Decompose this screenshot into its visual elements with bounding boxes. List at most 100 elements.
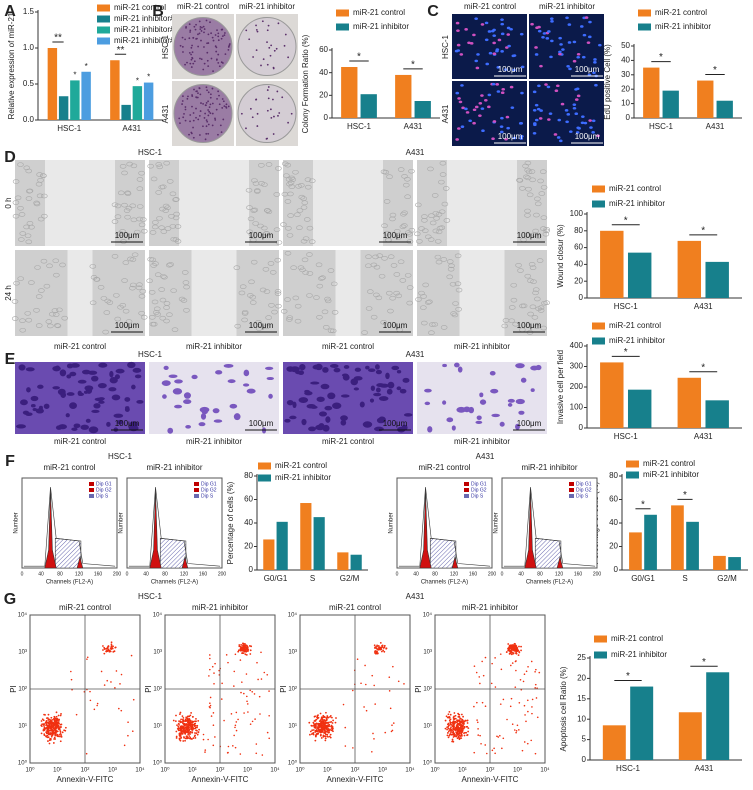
nucleus	[487, 30, 492, 33]
column-label: miR-21 control	[464, 2, 516, 11]
legend-swatch	[336, 23, 349, 31]
legend-label: miR-21 control	[655, 8, 707, 17]
event-dot	[318, 720, 321, 723]
event-dot	[453, 715, 455, 718]
event-dot	[192, 727, 195, 730]
event-dot	[176, 724, 178, 727]
scatter-x-tick: 10⁰	[430, 767, 440, 774]
scatter-x-tick: 10³	[243, 768, 252, 774]
nucleus	[480, 94, 484, 97]
event-dot	[182, 716, 185, 719]
invaded-cell	[35, 408, 44, 414]
cell	[269, 270, 277, 275]
cell	[268, 302, 275, 308]
colony	[191, 57, 194, 60]
scatter-x-tick: 10¹	[188, 768, 197, 774]
event-dot	[249, 723, 252, 725]
colony	[256, 112, 259, 115]
event-dot	[189, 714, 192, 717]
event-dot	[241, 649, 244, 652]
event-dot	[175, 735, 178, 738]
event-dot	[244, 642, 246, 645]
y-tick-label: 80	[574, 226, 583, 235]
event-dot	[213, 682, 215, 685]
scatter-y-tick: 10²	[153, 687, 162, 693]
colony	[204, 112, 207, 115]
colony	[256, 30, 259, 33]
invaded-cell	[162, 394, 167, 399]
event-dot	[211, 665, 214, 668]
colony	[221, 98, 224, 100]
event-dot	[481, 701, 484, 704]
histogram-tick-label: 80	[57, 571, 63, 577]
colony	[272, 133, 275, 135]
cell	[52, 258, 60, 264]
y-axis-label: Invasive cell per field	[556, 350, 565, 424]
cell	[433, 216, 440, 221]
colony	[209, 21, 211, 24]
cell	[376, 253, 383, 258]
row-label: HSC-1	[161, 34, 170, 59]
histogram-tick-label: 120	[450, 571, 459, 577]
invaded-cell	[183, 392, 191, 399]
event-dot	[111, 647, 113, 650]
histogram-legend-label: Dip S	[96, 493, 109, 499]
panel-label: F	[5, 453, 15, 470]
event-dot	[235, 721, 238, 723]
event-dot	[75, 713, 78, 716]
cell	[387, 308, 394, 314]
invaded-cell	[378, 396, 389, 401]
cell	[140, 314, 148, 320]
event-dot	[100, 670, 103, 673]
colony	[265, 137, 268, 140]
event-dot	[515, 669, 517, 672]
colony	[212, 39, 215, 42]
invaded-cell	[446, 417, 454, 423]
scatter-x-tick: 10⁴	[405, 767, 415, 774]
scatter-x-tick: 10³	[513, 768, 522, 774]
x-tick-label: HSC-1	[616, 764, 641, 773]
event-dot	[493, 747, 495, 750]
cell	[19, 231, 27, 236]
event-dot	[376, 644, 379, 647]
legend-label: miR-21 control	[609, 184, 661, 193]
cell	[248, 279, 255, 285]
cell	[135, 285, 143, 291]
legend-label: miR-21 inhibitor#2	[114, 25, 179, 34]
scatter-y-tick: 10³	[153, 650, 162, 656]
bar	[644, 514, 657, 570]
nucleus	[575, 87, 580, 91]
event-dot	[114, 646, 117, 649]
significance-mark: *	[85, 62, 88, 71]
cell	[275, 166, 282, 171]
cell	[536, 258, 544, 263]
cell	[263, 289, 271, 294]
cell	[516, 177, 523, 183]
colony	[202, 125, 204, 128]
invaded-cell	[52, 386, 60, 390]
cell	[11, 316, 19, 321]
invaded-cell	[353, 387, 360, 391]
event-dot	[397, 680, 400, 683]
cell	[427, 237, 435, 242]
event-dot	[453, 717, 456, 720]
nucleus	[460, 84, 464, 87]
scatter-y-tick: 10⁰	[288, 760, 298, 767]
nucleus	[586, 41, 591, 44]
colony	[228, 43, 231, 45]
event-dot	[314, 715, 317, 718]
event-dot	[476, 719, 478, 721]
event-dot	[511, 723, 514, 726]
event-dot	[518, 651, 521, 654]
cell	[389, 216, 396, 222]
cell	[525, 169, 533, 175]
colony	[217, 53, 220, 56]
event-dot	[102, 649, 104, 651]
event-dot	[518, 729, 520, 731]
y-axis-label: Colony Formation Ratio (%)	[301, 34, 310, 133]
event-dot	[103, 652, 106, 655]
histogram-legend-swatch	[569, 488, 574, 492]
colony	[219, 124, 222, 127]
cell	[12, 213, 20, 219]
invaded-cell	[289, 415, 297, 420]
